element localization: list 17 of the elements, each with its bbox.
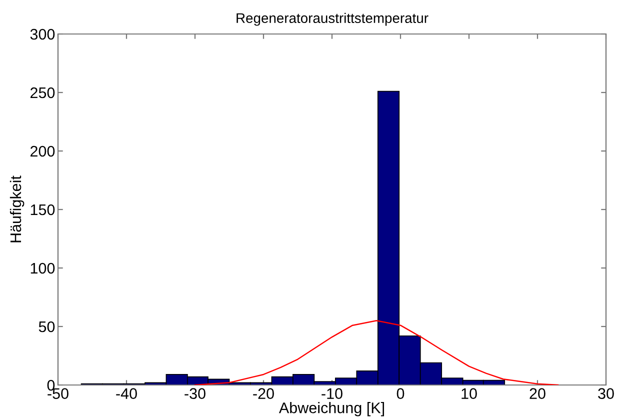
x-tick-label: -10 — [322, 388, 342, 399]
x-tick-label: -20 — [253, 388, 274, 399]
y-tick-label: 300 — [30, 28, 55, 40]
x-axis-title: Abweichung [K] — [278, 402, 384, 416]
y-tick-label: 100 — [30, 262, 55, 274]
x-tick-label: 10 — [462, 388, 477, 399]
y-tick-label: 50 — [38, 321, 55, 332]
x-tick-label: 30 — [598, 388, 614, 399]
x-tick-label: 0 — [396, 388, 404, 399]
y-tick-label: 250 — [30, 87, 55, 98]
y-tick-label: 200 — [30, 146, 55, 157]
x-tick-label: 20 — [530, 388, 546, 399]
x-tick-label: -30 — [184, 388, 206, 399]
chart-title: Regeneratoraustrittstemperatur — [236, 12, 428, 26]
y-tick-label: 150 — [30, 204, 55, 216]
y-axis-title: Häufigkeit — [10, 176, 24, 242]
x-tick-label: -40 — [116, 388, 137, 399]
